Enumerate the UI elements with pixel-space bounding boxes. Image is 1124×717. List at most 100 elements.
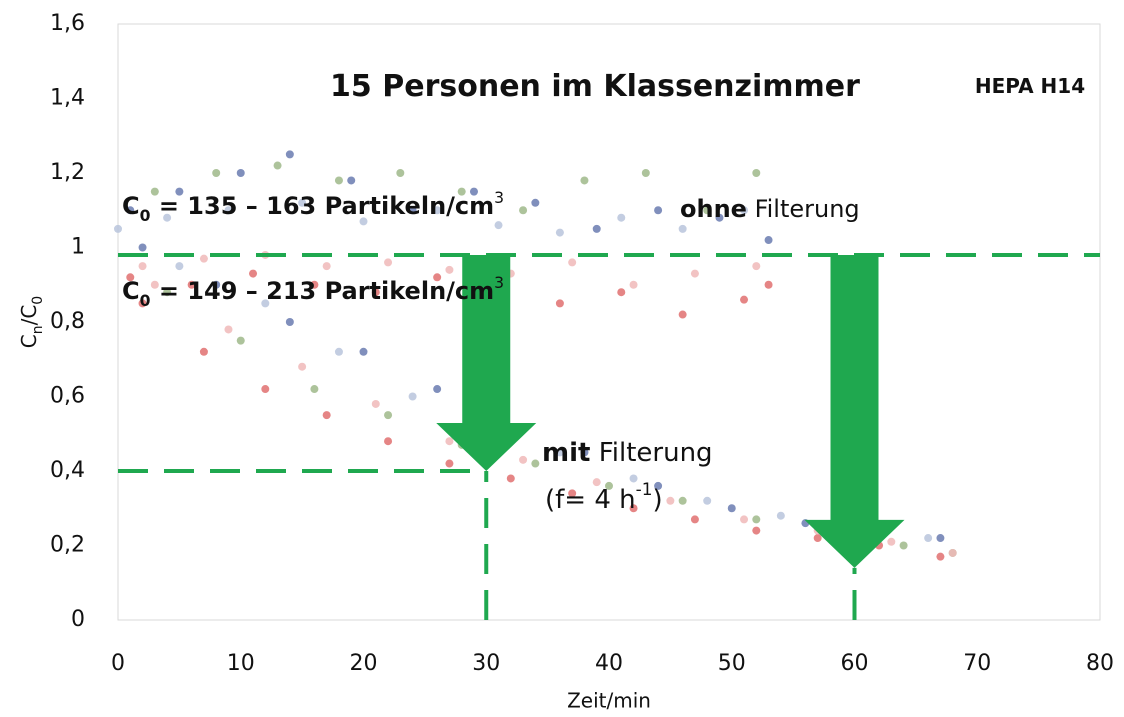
data-point — [580, 448, 589, 457]
text-part: 15 Personen im Klassenzimmer — [330, 69, 860, 104]
data-point — [727, 504, 736, 513]
x-tick-label: 70 — [963, 651, 991, 676]
text-part: /C — [17, 305, 41, 326]
data-point — [555, 299, 564, 308]
text-part: 0 — [140, 207, 151, 225]
data-point — [555, 228, 564, 237]
data-point — [433, 273, 442, 282]
data-point — [936, 552, 945, 561]
data-point — [605, 481, 613, 490]
y-tick-label: 0,2 — [50, 533, 85, 558]
y-tick-label: 0,8 — [50, 309, 85, 334]
annotation: C0 = 149 – 213 Partikeln/cm3 — [122, 274, 504, 310]
y-tick-label: 1 — [71, 235, 85, 260]
data-point — [678, 310, 687, 319]
data-point — [740, 206, 749, 215]
data-point — [506, 474, 515, 483]
text-part: C — [122, 277, 140, 305]
data-point — [457, 187, 466, 196]
plot-frame — [117, 23, 1101, 621]
data-point — [703, 206, 712, 215]
data-point — [740, 295, 749, 304]
data-point — [310, 280, 319, 289]
data-point — [298, 198, 307, 207]
data-point — [347, 176, 356, 185]
text-part: Filterung — [590, 438, 712, 468]
x-tick-label: 0 — [111, 651, 125, 676]
text-part: = 135 – 163 Partikeln/cm — [150, 192, 494, 220]
data-point — [555, 448, 564, 457]
data-point — [334, 347, 343, 356]
data-point — [752, 262, 761, 271]
data-point — [666, 496, 675, 505]
data-point — [678, 224, 687, 233]
data-point — [764, 236, 773, 245]
data-point — [592, 224, 601, 233]
data-point — [568, 258, 577, 267]
data-point — [617, 213, 626, 222]
data-point — [163, 213, 172, 222]
data-point — [359, 217, 368, 226]
annotation: mit Filterung — [542, 438, 713, 468]
x-tick-label: 40 — [595, 651, 623, 676]
data-point — [175, 262, 184, 271]
annotation: 15 Personen im Klassenzimmer — [330, 69, 860, 104]
text-part: (f= 4 h — [545, 485, 636, 515]
data-point — [445, 459, 454, 468]
data-point — [433, 385, 442, 394]
data-point — [519, 206, 528, 215]
text-part: 0 — [30, 296, 46, 305]
data-point — [261, 385, 270, 394]
x-tick-label: 10 — [227, 651, 255, 676]
data-point — [187, 280, 196, 289]
data-point — [408, 392, 417, 401]
data-point — [285, 318, 294, 326]
data-point — [261, 299, 270, 308]
text-part: -1 — [636, 479, 653, 499]
data-point — [740, 515, 749, 524]
data-point — [236, 169, 245, 177]
x-tick-label: 60 — [841, 651, 869, 676]
data-point — [936, 534, 945, 543]
annotation: C0 = 135 – 163 Partikeln/cm3 — [122, 189, 504, 225]
data-point — [678, 496, 687, 505]
data-point — [199, 254, 208, 263]
data-point — [150, 187, 159, 196]
arrow — [804, 254, 905, 568]
data-point — [629, 504, 638, 513]
arrow — [436, 254, 537, 471]
data-point — [359, 347, 368, 356]
data-point — [641, 169, 650, 177]
y-tick-label: 0,6 — [50, 384, 85, 409]
data-point — [752, 169, 761, 177]
data-point — [654, 481, 663, 490]
data-point — [690, 269, 699, 278]
data-point — [494, 221, 503, 230]
y-tick-label: 0,4 — [50, 458, 85, 483]
data-point — [433, 206, 442, 215]
text-part: C — [122, 192, 140, 220]
data-point — [887, 537, 896, 546]
data-point — [715, 213, 724, 222]
data-point — [298, 362, 307, 371]
data-point — [813, 534, 822, 543]
data-point — [469, 187, 478, 196]
data-point — [322, 262, 331, 271]
data-point — [899, 541, 908, 550]
data-point — [138, 299, 147, 308]
data-point — [249, 269, 258, 278]
x-tick-label: 20 — [350, 651, 378, 676]
text-part: HEPA H14 — [975, 74, 1085, 98]
data-point — [445, 265, 454, 274]
data-point — [236, 336, 245, 345]
text-part: 3 — [494, 274, 504, 292]
data-point — [629, 280, 638, 289]
data-point — [212, 280, 221, 289]
text-part: C — [17, 334, 41, 348]
text-part: n — [30, 325, 46, 334]
data-point — [408, 206, 417, 215]
y-axis-label: Cn/C0 — [17, 296, 47, 348]
data-point — [310, 385, 319, 394]
data-point — [752, 515, 761, 524]
